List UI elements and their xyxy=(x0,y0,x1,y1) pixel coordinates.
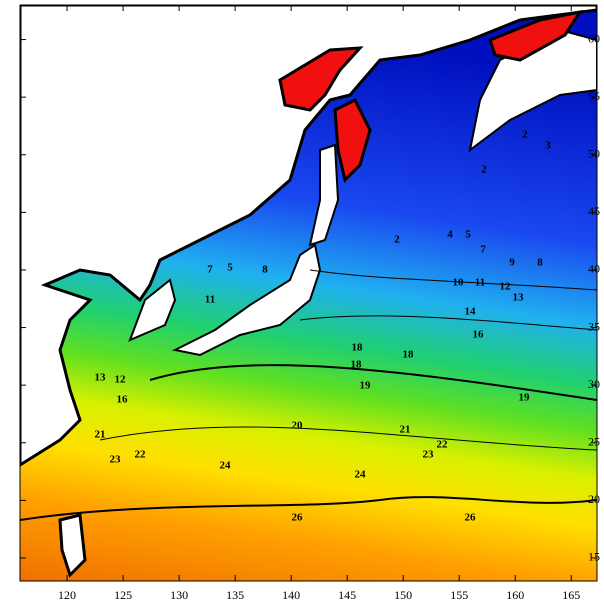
contour-label: 12 xyxy=(500,281,512,293)
y-tick-label: 15 xyxy=(588,550,600,564)
x-tick-label: 160 xyxy=(506,588,524,602)
y-tick-label: 50 xyxy=(588,147,600,161)
contour-label: 5 xyxy=(465,229,471,241)
x-tick-label: 135 xyxy=(226,588,244,602)
y-tick-label: 55 xyxy=(588,89,600,103)
contour-label: 19 xyxy=(519,392,531,404)
y-tick-label: 20 xyxy=(588,492,600,506)
contour-label: 21 xyxy=(400,424,411,436)
contour-label: 24 xyxy=(355,469,367,481)
contour-label: 2 xyxy=(522,129,528,141)
plot-frame xyxy=(19,4,598,582)
x-tick-label: 140 xyxy=(282,588,300,602)
contour-label: 18 xyxy=(351,359,363,371)
contour-label: 13 xyxy=(513,292,525,304)
contour-label: 18 xyxy=(352,342,364,354)
contour-label: 22 xyxy=(437,439,449,451)
contour-label: 12 xyxy=(115,374,127,386)
contour-label: 21 xyxy=(95,429,106,441)
y-tick-label: 40 xyxy=(588,262,600,276)
y-tick-label: 35 xyxy=(588,319,600,333)
x-tick-label: 150 xyxy=(394,588,412,602)
x-tick-label: 145 xyxy=(338,588,356,602)
contour-label: 11 xyxy=(205,294,215,306)
contour-label: 16 xyxy=(473,329,485,341)
x-tick-label: 120 xyxy=(58,588,76,602)
x-tick-label: 165 xyxy=(562,588,580,602)
contour-label: 7 xyxy=(480,244,486,256)
x-tick-label: 125 xyxy=(114,588,132,602)
contour-label: 14 xyxy=(465,306,477,318)
contour-label: 16 xyxy=(117,394,129,406)
contour-label: 13 xyxy=(95,372,107,384)
contour-label: 24 xyxy=(220,460,232,472)
y-tick-label: 30 xyxy=(588,377,600,391)
y-tick-label: 25 xyxy=(588,435,600,449)
y-tick-label: 45 xyxy=(588,204,600,218)
contour-label: 7 xyxy=(207,264,213,276)
contour-label: 3 xyxy=(545,140,551,152)
contour-label: 8 xyxy=(262,264,268,276)
contour-label: 5 xyxy=(227,262,233,274)
x-tick-label: 155 xyxy=(450,588,468,602)
x-tick-label: 130 xyxy=(170,588,188,602)
contour-label: 8 xyxy=(537,257,543,269)
contour-label: 19 xyxy=(360,380,372,392)
contour-label: 23 xyxy=(423,449,435,461)
contour-label: 9 xyxy=(509,257,515,269)
contour-label: 4 xyxy=(447,229,453,241)
contour-label: 10 xyxy=(453,277,465,289)
contour-label: 22 xyxy=(135,449,147,461)
contour-label: 23 xyxy=(110,454,122,466)
contour-label: 18 xyxy=(403,349,415,361)
contour-label: 2 xyxy=(481,164,487,176)
contour-label: 26 xyxy=(292,512,304,524)
map-field xyxy=(20,5,597,581)
y-tick-label: 60 xyxy=(588,31,600,45)
contour-label: 26 xyxy=(465,512,477,524)
contour-label: 2 xyxy=(394,234,400,246)
contour-label: 20 xyxy=(292,420,304,432)
contour-label: 11 xyxy=(475,277,485,289)
